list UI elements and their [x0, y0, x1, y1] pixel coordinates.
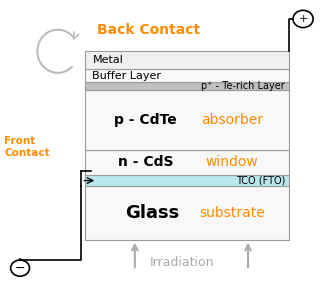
- Text: substrate: substrate: [199, 206, 265, 220]
- Text: Irradiation: Irradiation: [150, 256, 214, 269]
- Text: n - CdS: n - CdS: [118, 155, 173, 170]
- Text: Back Contact: Back Contact: [97, 23, 200, 37]
- Text: +: +: [298, 14, 308, 24]
- Bar: [84, 175, 289, 186]
- Text: −: −: [15, 261, 25, 275]
- Bar: [84, 186, 289, 240]
- Bar: [84, 90, 289, 150]
- Text: Front
Contact: Front Contact: [4, 136, 50, 158]
- Text: Buffer Layer: Buffer Layer: [92, 70, 161, 80]
- Text: TCO (FTO): TCO (FTO): [236, 175, 285, 186]
- Text: p - CdTe: p - CdTe: [115, 113, 177, 127]
- Text: Glass: Glass: [125, 204, 179, 222]
- Bar: [84, 69, 289, 82]
- Text: Metal: Metal: [92, 55, 123, 65]
- Bar: [84, 82, 289, 90]
- Text: absorber: absorber: [201, 113, 263, 127]
- Text: window: window: [205, 155, 258, 170]
- Text: p⁺ - Te-rich Layer: p⁺ - Te-rich Layer: [201, 81, 285, 91]
- Bar: [84, 150, 289, 175]
- Bar: [84, 51, 289, 69]
